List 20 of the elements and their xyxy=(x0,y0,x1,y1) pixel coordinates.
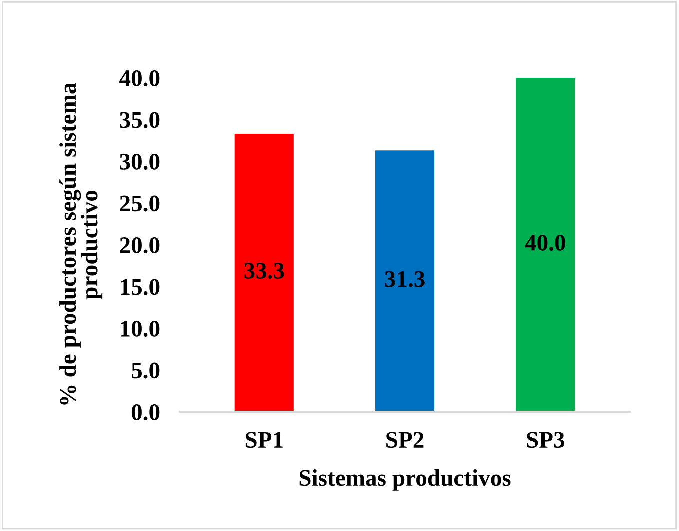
y-tick-label: 10.0 xyxy=(121,320,160,338)
y-tick-label: 35.0 xyxy=(120,112,160,128)
y-tick-label: 40.0 xyxy=(120,70,160,87)
y-tick-label: 5.0 xyxy=(132,362,160,379)
x-tick-label: SP2 xyxy=(386,432,424,448)
data-label: 31.3 xyxy=(385,271,425,288)
y-tick-label: 30.0 xyxy=(120,154,160,170)
data-label: 33.3 xyxy=(244,263,284,279)
y-tick-label: 25.0 xyxy=(120,196,160,212)
bar xyxy=(234,134,294,412)
data-label: 40.0 xyxy=(525,234,566,252)
bar xyxy=(516,78,576,412)
y-tick-label: 0.0 xyxy=(132,404,160,421)
y-tick-label: 20.0 xyxy=(120,237,160,254)
x-axis-title: Sistemas productivos xyxy=(300,470,511,491)
x-tick-label: SP1 xyxy=(246,432,283,448)
x-tick-label: SP3 xyxy=(527,432,564,448)
y-tick-label: 15.0 xyxy=(121,279,160,296)
y-axis-title: % de productores según sistema productivo xyxy=(60,83,103,405)
bar xyxy=(375,150,435,412)
